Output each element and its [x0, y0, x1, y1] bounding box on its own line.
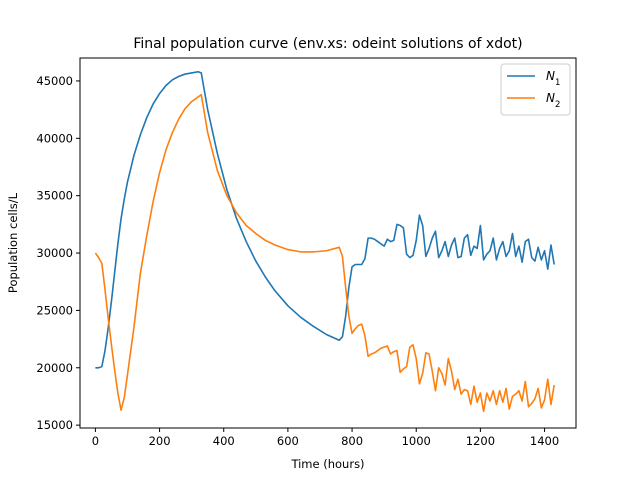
series-line-2 [94, 93, 555, 413]
x-axis: 0 200 400 600 800 1000 1200 1400 [92, 428, 559, 448]
y-tick-label: 40000 [36, 131, 73, 145]
y-axis-label: Population cells/L [6, 192, 20, 293]
y-tick-label: 45000 [36, 74, 73, 88]
plot-area [94, 70, 555, 413]
x-tick-label: 0 [92, 434, 99, 448]
x-axis-label: Time (hours) [290, 457, 364, 471]
y-tick-label: 25000 [36, 303, 73, 317]
x-tick-label: 1400 [530, 434, 559, 448]
chart-title: Final population curve (env.xs: odeint s… [133, 36, 522, 52]
series-layer [94, 70, 555, 413]
legend-label-1: N1 [546, 69, 560, 88]
x-tick-label: 800 [341, 434, 363, 448]
series-line-1 [95, 70, 555, 369]
y-tick-label: 15000 [36, 418, 73, 432]
legend-label-subscript: 1 [555, 78, 560, 88]
legend-label-subscript: 2 [555, 100, 560, 110]
x-tick-label: 1000 [402, 434, 431, 448]
y-tick-label: 20000 [36, 361, 73, 375]
y-tick-label: 35000 [36, 189, 73, 203]
x-tick-label: 200 [149, 434, 171, 448]
plot-frame [79, 57, 577, 429]
legend-label-2: N2 [546, 91, 560, 110]
legend-label-name: N [546, 69, 555, 83]
legend-label-name: N [546, 91, 555, 105]
y-tick-label: 30000 [36, 246, 73, 260]
x-tick-label: 600 [277, 434, 299, 448]
y-axis: 15000 20000 25000 30000 35000 40000 45000 [36, 74, 80, 432]
x-tick-label: 1200 [466, 434, 495, 448]
x-tick-label: 400 [213, 434, 235, 448]
